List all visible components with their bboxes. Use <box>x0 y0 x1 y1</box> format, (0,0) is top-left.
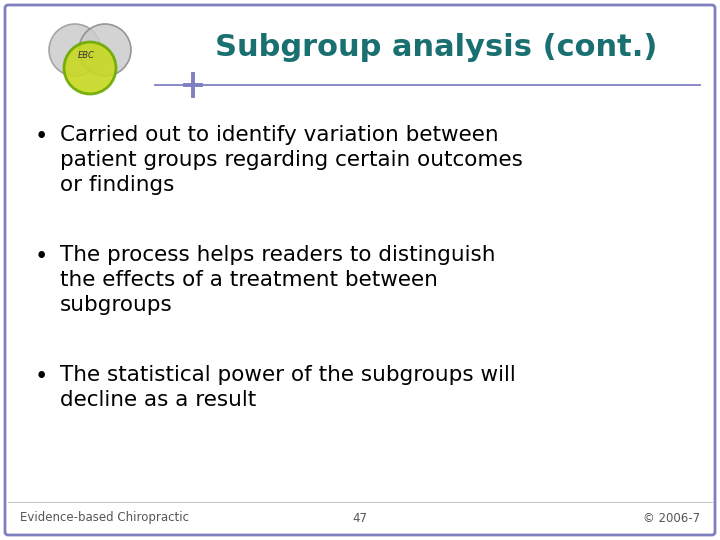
Text: 47: 47 <box>353 511 367 524</box>
Text: Subgroup analysis (cont.): Subgroup analysis (cont.) <box>215 33 657 63</box>
Text: •: • <box>35 125 48 148</box>
Text: The statistical power of the subgroups will
decline as a result: The statistical power of the subgroups w… <box>60 365 516 410</box>
Text: The process helps readers to distinguish
the effects of a treatment between
subg: The process helps readers to distinguish… <box>60 245 495 315</box>
Text: Carried out to identify variation between
patient groups regarding certain outco: Carried out to identify variation betwee… <box>60 125 523 194</box>
Text: •: • <box>35 245 48 268</box>
Circle shape <box>64 42 116 94</box>
Circle shape <box>79 24 131 76</box>
Text: Evidence-based Chiropractic: Evidence-based Chiropractic <box>20 511 189 524</box>
Text: © 2006-7: © 2006-7 <box>643 511 700 524</box>
Circle shape <box>49 24 101 76</box>
Text: EBC: EBC <box>78 51 94 60</box>
Text: •: • <box>35 365 48 388</box>
FancyBboxPatch shape <box>5 5 715 535</box>
